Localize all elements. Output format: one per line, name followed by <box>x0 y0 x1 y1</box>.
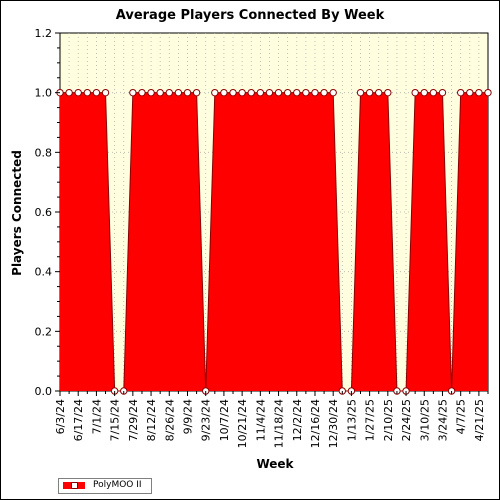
x-tick-label: 3/24/25 <box>436 399 449 441</box>
data-point <box>329 88 337 97</box>
data-point <box>456 88 465 97</box>
data-point <box>156 88 164 97</box>
x-tick-label: 12/16/24 <box>309 399 322 448</box>
series-area-polymoo-ii <box>60 92 488 392</box>
x-tick-label: 2/24/25 <box>400 399 413 441</box>
data-point <box>101 88 110 97</box>
legend-marker-icon <box>71 482 78 489</box>
data-point <box>283 88 292 97</box>
x-tick-label: 4/21/25 <box>473 399 486 441</box>
data-point <box>165 88 173 97</box>
data-point <box>274 88 283 97</box>
x-tick-label: 10/7/24 <box>218 399 231 441</box>
data-point <box>311 88 319 97</box>
data-point <box>438 88 447 97</box>
data-point <box>384 88 392 97</box>
data-point <box>147 88 155 97</box>
y-tick-label: 0.6 <box>35 206 53 219</box>
y-tick-label: 0.4 <box>35 266 53 279</box>
data-point <box>92 88 101 97</box>
x-tick-label: 7/15/24 <box>109 399 122 441</box>
data-point <box>293 88 301 97</box>
x-tick-label: 1/13/25 <box>345 399 358 441</box>
y-tick-label: 0.2 <box>35 325 53 338</box>
data-point <box>174 88 183 97</box>
data-point <box>183 88 192 97</box>
legend-swatch-polymoo-ii <box>63 482 85 489</box>
data-point <box>475 88 483 97</box>
y-tick-label: 0.0 <box>35 385 53 398</box>
data-point <box>65 88 73 97</box>
y-tick-label: 0.8 <box>35 146 53 159</box>
data-point <box>220 88 228 97</box>
x-tick-label: 7/1/24 <box>90 399 103 434</box>
x-tick-label: 9/23/24 <box>200 399 213 441</box>
x-tick-label: 3/10/25 <box>418 399 431 441</box>
data-point <box>420 88 428 97</box>
data-point <box>375 88 383 97</box>
data-point <box>265 88 274 97</box>
x-tick-label: 6/3/24 <box>54 399 67 434</box>
x-tick-label: 8/26/24 <box>163 399 176 441</box>
data-point <box>74 88 82 97</box>
data-point <box>356 88 365 97</box>
x-tick-label: 4/7/25 <box>455 399 468 434</box>
data-point <box>83 88 92 97</box>
x-tick-label: 12/2/24 <box>291 399 304 441</box>
data-point <box>365 88 374 97</box>
data-point <box>411 88 419 97</box>
data-point <box>247 88 255 97</box>
x-tick-label: 11/4/24 <box>254 399 267 441</box>
data-point <box>192 88 201 97</box>
data-point <box>129 88 137 97</box>
data-point <box>138 88 146 97</box>
x-tick-label: 9/9/24 <box>181 399 194 434</box>
x-tick-label: 2/10/25 <box>382 399 395 441</box>
x-tick-label: 7/29/24 <box>127 399 140 441</box>
data-point <box>211 88 219 97</box>
data-point <box>484 88 492 97</box>
x-tick-label: 6/17/24 <box>72 399 85 441</box>
x-tick-label: 10/21/24 <box>236 399 249 448</box>
legend-label-polymoo-ii: PolyMOO II <box>93 480 142 490</box>
x-tick-label: 12/30/24 <box>327 399 340 448</box>
data-point <box>302 88 310 97</box>
y-tick-label: 1.2 <box>35 27 53 40</box>
chart-title: Average Players Connected By Week <box>115 8 385 23</box>
data-point <box>320 88 328 97</box>
y-tick-label: 1.0 <box>35 87 53 100</box>
legend: PolyMOO II <box>58 478 152 494</box>
data-point <box>238 88 246 97</box>
data-point <box>256 88 265 97</box>
x-tick-label: 11/18/24 <box>273 399 286 448</box>
data-point <box>229 88 237 97</box>
x-tick-label: 1/27/25 <box>364 399 377 441</box>
data-point <box>429 88 438 97</box>
data-point <box>466 88 474 97</box>
x-axis-label: Week <box>256 457 294 471</box>
x-tick-label: 8/12/24 <box>145 399 158 441</box>
